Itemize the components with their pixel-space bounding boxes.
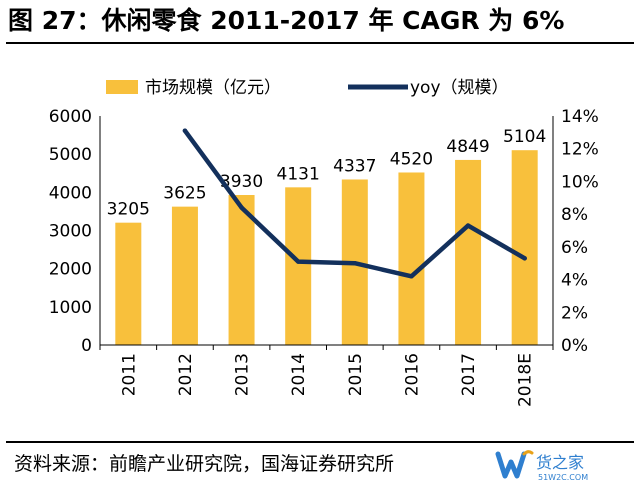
bar-2013 (228, 195, 255, 345)
bar-label-2018E: 5104 (503, 127, 546, 147)
x-axis-tick-label: 2013 (233, 353, 253, 396)
x-axis-tick-label: 2014 (289, 353, 309, 396)
x-axis: 2011 2012 2013 2014 2015 2016 2017 2018E (99, 344, 554, 407)
bar-label-2015: 4337 (333, 156, 376, 176)
right-axis-tick-label: 4% (561, 271, 588, 291)
right-axis-tick-label: 6% (561, 238, 588, 258)
bar-2016 (398, 172, 425, 345)
left-axis-tick-label: 4000 (49, 183, 92, 203)
x-axis-tick-label: 2016 (402, 353, 422, 396)
bar-data-labels: 3205 3625 3930 4131 4337 4520 4849 5104 (107, 127, 547, 219)
x-axis-tick-label: 2012 (176, 353, 196, 396)
legend-label-yoy: yoy（规模） (410, 78, 509, 98)
right-y-axis: 0% 2% 4% 6% 8% 10% 12% 14% (552, 107, 599, 356)
yoy-point-2018E (522, 256, 527, 261)
right-axis-tick-label: 8% (561, 205, 588, 225)
bar-label-2013: 3930 (220, 172, 263, 192)
watermark-site: 51W2C.COM (538, 473, 588, 482)
yoy-point-2013 (239, 205, 244, 210)
right-axis-tick-label: 14% (561, 107, 599, 127)
bar-series (115, 150, 538, 345)
left-axis-tick-label: 2000 (49, 260, 92, 280)
bar-2017 (455, 159, 482, 345)
watermark-swoosh-icon (522, 450, 534, 456)
left-axis-tick-label: 6000 (49, 107, 92, 127)
right-axis-tick-label: 2% (561, 303, 588, 323)
x-axis-tick-label: 2017 (459, 353, 479, 396)
bar-2014 (285, 187, 312, 345)
yoy-point-2012 (182, 128, 188, 133)
right-axis-tick-label: 12% (561, 140, 599, 160)
title-divider (6, 42, 634, 44)
left-axis-tick-label: 5000 (49, 145, 92, 165)
source-note: 资料来源：前瞻产业研究院，国海证券研究所 (14, 453, 395, 475)
yoy-point-2016 (409, 274, 414, 279)
x-axis-tick-label: 2018E (516, 353, 536, 407)
chart-title: 图 27：休闲零食 2011-2017 年 CAGR 为 6% (8, 6, 565, 35)
x-axis-tick-label: 2011 (119, 353, 139, 396)
bar-label-2012: 3625 (163, 184, 206, 204)
bar-label-2011: 3205 (107, 200, 150, 220)
watermark-brand: 货之家 (536, 453, 584, 472)
left-axis-tick-label: 0 (81, 336, 92, 356)
legend: 市场规模（亿元） yoy（规模） (106, 78, 509, 98)
legend-bar-swatch (106, 80, 138, 94)
bar-2018E (511, 150, 538, 345)
left-axis-tick-label: 1000 (49, 298, 92, 318)
yoy-point-2014 (295, 259, 301, 264)
left-axis-tick-label: 3000 (49, 222, 92, 242)
watermark-w-icon (495, 451, 527, 479)
bar-2011 (115, 222, 142, 345)
watermark-logo: 货之家 51W2C.COM (495, 450, 588, 482)
left-y-axis: 0 1000 2000 3000 4000 5000 6000 (49, 107, 101, 356)
bar-label-2017: 4849 (446, 137, 489, 157)
legend-label-market-size: 市场规模（亿元） (145, 78, 281, 98)
yoy-point-2015 (352, 261, 358, 266)
bar-label-2016: 4520 (390, 149, 433, 169)
right-axis-tick-label: 10% (561, 172, 599, 192)
yoy-point-2017 (465, 223, 471, 228)
bar-label-2014: 4131 (277, 164, 320, 184)
bar-2012 (171, 206, 198, 345)
x-axis-tick-label: 2015 (346, 353, 366, 396)
footer-divider (6, 441, 634, 443)
right-axis-tick-label: 0% (561, 336, 588, 356)
chart-area: 市场规模（亿元） yoy（规模） 0 1000 2000 3000 4000 5000 600… (49, 78, 599, 407)
yoy-line-series (182, 128, 527, 279)
